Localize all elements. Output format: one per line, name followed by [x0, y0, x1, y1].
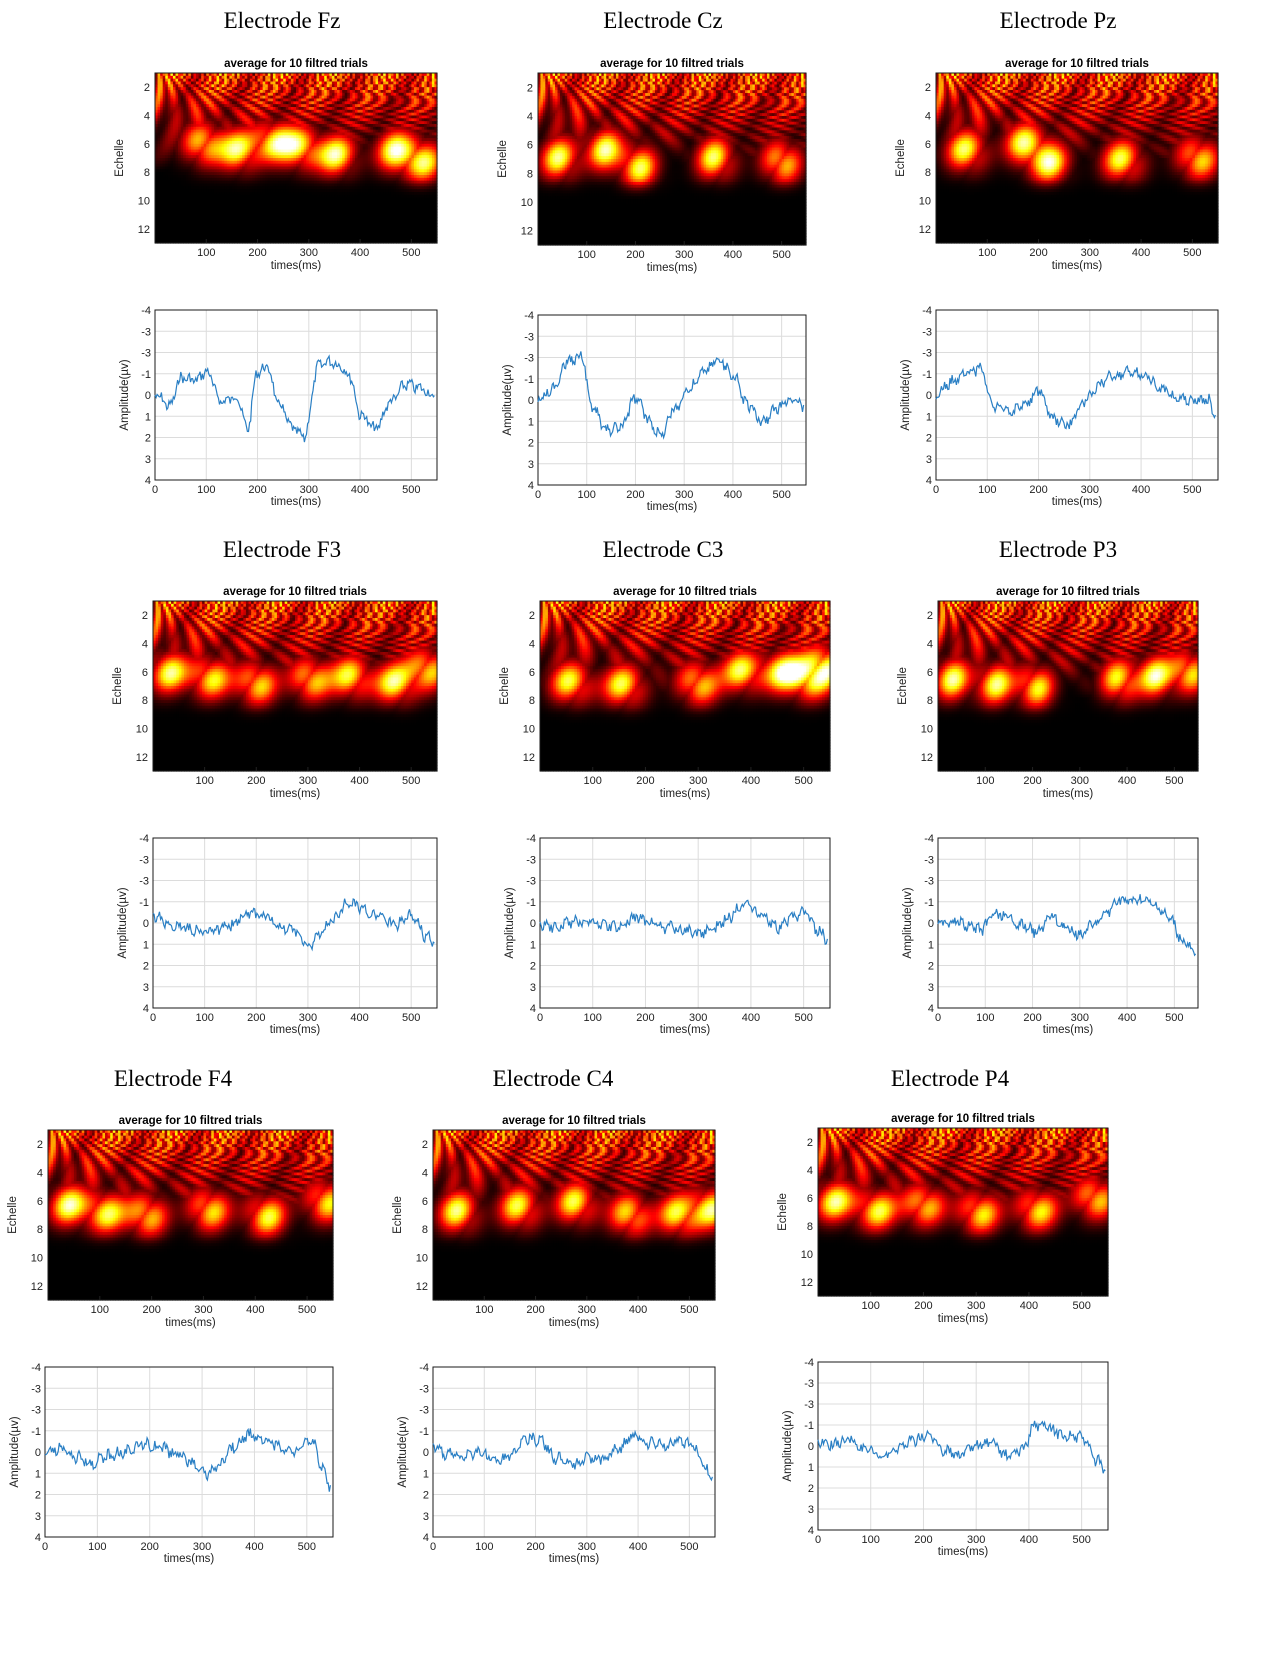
electrode-title: Electrode Fz [224, 8, 341, 33]
